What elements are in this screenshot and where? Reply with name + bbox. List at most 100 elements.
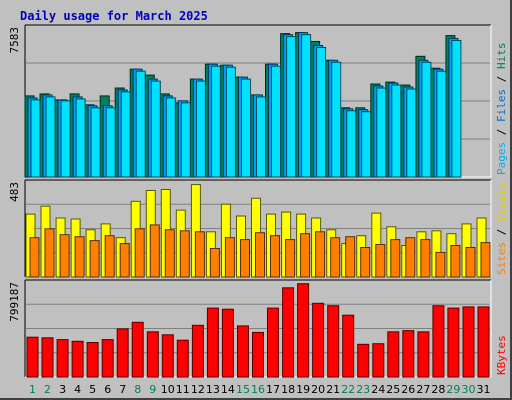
bar-pages-day-6 — [105, 107, 116, 178]
legend-visits: Visits — [495, 182, 508, 222]
bar-sites-day-11 — [179, 230, 190, 278]
bar-sites-day-2 — [44, 228, 55, 278]
bar-pages-day-28 — [436, 70, 447, 178]
bar-pages-day-23 — [361, 111, 372, 178]
bar-kbytes-day-22 — [342, 314, 355, 378]
x-tick-label: 6 — [104, 383, 111, 396]
bar-kbytes-day-11 — [176, 339, 189, 378]
bar-pages-day-16 — [256, 96, 266, 178]
legend-files: Files — [495, 89, 508, 122]
x-tick-label: 8 — [134, 383, 141, 396]
x-tick-label: 31 — [477, 383, 491, 396]
bar-kbytes-day-13 — [206, 307, 219, 378]
legend-hits: Hits — [495, 43, 508, 70]
bar-kbytes-day-31 — [477, 306, 490, 378]
bar-kbytes-day-27 — [417, 331, 430, 378]
legend-sites: Sites — [495, 242, 508, 275]
legend-kbytes: KBytes — [495, 335, 508, 375]
bar-pages-day-17 — [271, 65, 281, 178]
bar-pages-day-27 — [421, 61, 432, 178]
bar-pages-day-9 — [150, 80, 161, 178]
bar-kbytes-day-2 — [41, 337, 54, 378]
bar-kbytes-day-19 — [297, 283, 310, 378]
bar-sites-day-25 — [390, 239, 401, 278]
x-tick-label: 14 — [221, 383, 235, 396]
bar-pages-day-15 — [241, 78, 251, 178]
x-tick-label: 17 — [266, 383, 280, 396]
bar-pages-day-5 — [90, 107, 101, 178]
bar-sites-day-29 — [450, 245, 461, 278]
x-tick-label: 29 — [446, 383, 460, 396]
bar-pages-day-12 — [195, 80, 206, 178]
bar-pages-day-11 — [180, 102, 191, 178]
bar-kbytes-day-3 — [56, 339, 69, 378]
bar-sites-day-5 — [89, 240, 100, 278]
y-max-label: 7583 — [8, 27, 21, 54]
bar-kbytes-day-9 — [146, 331, 159, 378]
bar-sites-day-22 — [345, 236, 356, 278]
bar-pages-day-22 — [346, 110, 357, 178]
x-tick-label: 16 — [251, 383, 265, 396]
bar-kbytes-day-12 — [191, 324, 204, 378]
x-tick-label: 10 — [161, 383, 175, 396]
bar-sites-day-14 — [224, 237, 235, 278]
x-tick-label: 3 — [59, 383, 66, 396]
legend: Pages / Files / Hits — [495, 43, 508, 176]
bar-kbytes-day-21 — [327, 305, 340, 378]
chart-title: Daily usage for March 2025 — [20, 9, 208, 23]
bar-pages-day-18 — [286, 36, 297, 178]
bar-sites-day-8 — [134, 228, 145, 278]
bar-sites-day-13 — [209, 248, 220, 278]
bar-kbytes-day-10 — [161, 334, 174, 378]
bar-kbytes-day-30 — [462, 306, 475, 378]
bar-kbytes-day-20 — [312, 302, 325, 378]
bar-sites-day-6 — [104, 235, 115, 278]
x-tick-label: 18 — [281, 383, 295, 396]
x-tick-label: 20 — [311, 383, 325, 396]
x-tick-label: 13 — [206, 383, 220, 396]
bar-sites-day-19 — [300, 233, 311, 278]
bar-kbytes-day-29 — [447, 307, 460, 378]
bar-sites-day-9 — [149, 224, 160, 278]
bar-pages-day-10 — [165, 97, 176, 178]
bar-sites-day-24 — [375, 244, 386, 278]
bar-kbytes-day-15 — [237, 325, 249, 378]
bar-pages-day-25 — [391, 84, 402, 178]
bar-kbytes-day-17 — [267, 307, 279, 378]
bar-kbytes-day-23 — [357, 343, 370, 378]
bar-kbytes-day-7 — [116, 328, 129, 378]
legend: KBytes — [495, 335, 508, 375]
bar-sites-day-7 — [119, 243, 130, 278]
bar-sites-day-28 — [435, 251, 446, 278]
bar-pages-day-21 — [331, 61, 342, 178]
x-tick-label: 7 — [119, 383, 126, 396]
bar-pages-day-14 — [225, 66, 236, 178]
legend: Sites / Visits — [495, 182, 508, 275]
x-tick-label: 22 — [341, 383, 355, 396]
bar-pages-day-19 — [301, 34, 312, 178]
bar-pages-day-2 — [45, 96, 56, 178]
bar-kbytes-day-16 — [252, 331, 264, 378]
bar-sites-day-16 — [255, 232, 265, 278]
legend-separator: / — [495, 222, 508, 242]
bar-kbytes-day-24 — [372, 343, 385, 378]
bar-pages-day-20 — [316, 46, 327, 178]
legend-separator: / — [495, 69, 508, 89]
x-tick-label: 30 — [462, 383, 476, 396]
bar-sites-day-15 — [240, 239, 250, 278]
x-tick-label: 11 — [176, 383, 190, 396]
x-tick-label: 27 — [416, 383, 430, 396]
bar-pages-day-13 — [210, 65, 221, 178]
x-tick-label: 24 — [371, 383, 385, 396]
bar-kbytes-day-5 — [86, 342, 99, 378]
y-max-label: 799187 — [8, 282, 21, 322]
x-tick-label: 21 — [326, 383, 340, 396]
bar-sites-day-30 — [465, 247, 476, 278]
bar-pages-day-7 — [120, 91, 131, 178]
legend-pages: Pages — [495, 142, 508, 175]
bar-kbytes-day-26 — [402, 330, 415, 378]
bar-pages-day-26 — [406, 88, 417, 178]
x-tick-label: 2 — [44, 383, 51, 396]
bar-sites-day-4 — [74, 236, 85, 278]
